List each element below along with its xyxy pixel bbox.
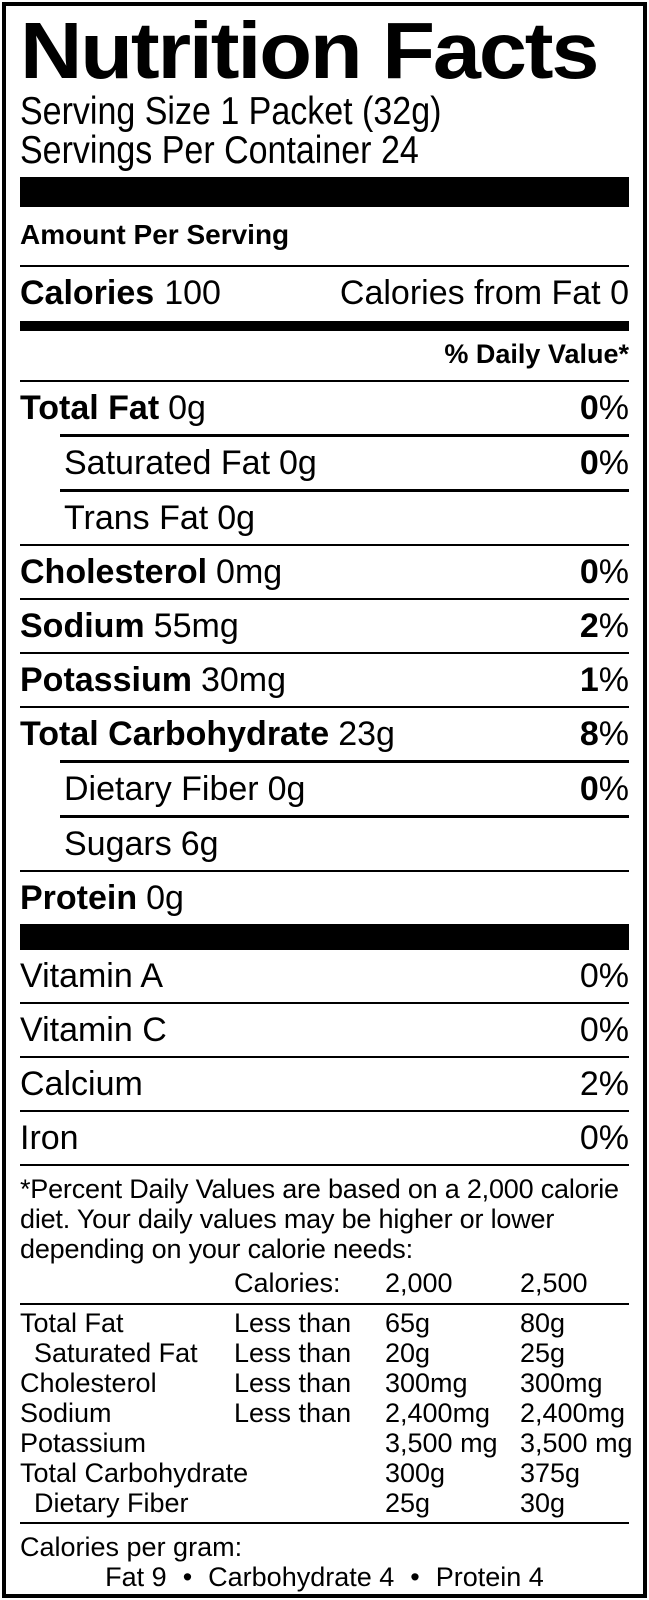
rule	[20, 870, 629, 872]
rule	[20, 1522, 629, 1524]
table-row: Sodium Less than 2,400mg 2,400mg	[20, 1398, 626, 1428]
amount-per-serving-heading: Amount Per Serving	[20, 219, 290, 250]
rule-indented	[60, 489, 629, 492]
nutrient-row-total-fat: Total Fat 0g 0%	[20, 389, 629, 427]
table-row: Total Carbohydrate 300g 375g	[20, 1458, 581, 1488]
nutrient-row-potassium: Potassium 30mg 1%	[20, 661, 629, 699]
rule	[20, 598, 629, 600]
vitamin-row-vitamin-a: Vitamin A 0%	[20, 957, 629, 995]
bullet-separator: •	[182, 1562, 193, 1592]
footnote-table-header: Calories: 2,000 2,500	[20, 1266, 629, 1303]
calories-per-gram-values: Fat 9 • Carbohydrate 4 • Protein 4	[105, 1562, 544, 1592]
rule	[20, 1002, 629, 1004]
daily-values-footnote: *Percent Daily Values are based on a 2,0…	[20, 1174, 619, 1264]
thick-divider-bar-top	[20, 177, 629, 207]
calories-from-fat: Calories from Fat 0	[339, 274, 629, 312]
calories-per-gram-heading: Calories per gram:	[20, 1532, 243, 1562]
bullet-separator: •	[410, 1562, 420, 1592]
column-2000: 2,000	[385, 1268, 453, 1298]
rule	[20, 1303, 629, 1305]
nutrient-row-protein: Protein 0g	[20, 879, 184, 917]
nutrient-row-sodium: Sodium 55mg 2%	[20, 607, 629, 645]
label-title: Nutrition Facts	[20, 8, 629, 92]
calories-row: Calories 100 Calories from Fat 0	[20, 267, 629, 321]
calories-amount: Calories 100	[20, 274, 221, 312]
nutrient-row-sugars: Sugars 6g	[64, 825, 219, 863]
rule	[20, 1056, 629, 1058]
rule	[20, 544, 629, 546]
nutrient-row-dietary-fiber: Dietary Fiber 0g 0%	[64, 770, 629, 808]
vitamin-row-calcium: Calcium 2%	[20, 1065, 629, 1103]
footnote-table: Total Fat Less than 65g 80g Saturated Fa…	[20, 1305, 633, 1522]
calories-column-label: Calories:	[234, 1268, 341, 1298]
rule-indented	[60, 434, 629, 437]
daily-value: 0%	[579, 1011, 629, 1049]
rule	[20, 1164, 629, 1166]
nutrient-row-total-carbohydrate: Total Carbohydrate 23g 8%	[20, 715, 629, 753]
daily-value: 0%	[579, 1119, 629, 1157]
serving-size-line: Serving Size 1 Packet (32g)	[20, 89, 442, 134]
servings-per-container-line: Servings Per Container 24	[20, 128, 419, 173]
nutrient-row-trans-fat: Trans Fat 0g	[64, 499, 256, 537]
table-row: Potassium 3,500 mg 3,500 mg	[20, 1428, 633, 1458]
rule	[20, 706, 629, 708]
vitamin-row-vitamin-c: Vitamin C 0%	[20, 1011, 629, 1049]
table-row: Saturated Fat Less than 20g 25g	[34, 1338, 566, 1368]
rule-indented	[60, 760, 629, 763]
daily-value: 0%	[579, 444, 629, 482]
rule	[20, 652, 629, 654]
medium-divider-bar	[20, 321, 629, 331]
rule	[20, 380, 629, 382]
daily-value: 0%	[579, 553, 629, 591]
daily-value: 2%	[579, 607, 629, 645]
table-row: Total Fat Less than 65g 80g	[20, 1308, 566, 1338]
rule-indented	[60, 815, 629, 818]
nutrient-row-saturated-fat: Saturated Fat 0g 0%	[64, 444, 629, 482]
daily-value: 2%	[579, 1065, 629, 1103]
daily-value: 8%	[579, 715, 629, 753]
rule	[20, 265, 629, 267]
table-row: Cholesterol Less than 300mg 300mg	[20, 1368, 603, 1398]
label-title-text: Nutrition Facts	[20, 6, 599, 95]
table-row: Dietary Fiber 25g 30g	[34, 1488, 566, 1518]
thick-divider-bar-vitamins	[20, 924, 629, 950]
daily-value: 0%	[579, 957, 629, 995]
daily-value-header: % Daily Value*	[444, 339, 629, 369]
daily-value: 1%	[579, 661, 629, 699]
daily-value: 0%	[579, 389, 629, 427]
daily-value: 0%	[579, 770, 629, 808]
rule	[20, 1110, 629, 1112]
column-2500: 2,500	[520, 1268, 588, 1298]
vitamin-row-iron: Iron 0%	[20, 1119, 629, 1157]
nutrient-row-cholesterol: Cholesterol 0mg 0%	[20, 553, 629, 591]
